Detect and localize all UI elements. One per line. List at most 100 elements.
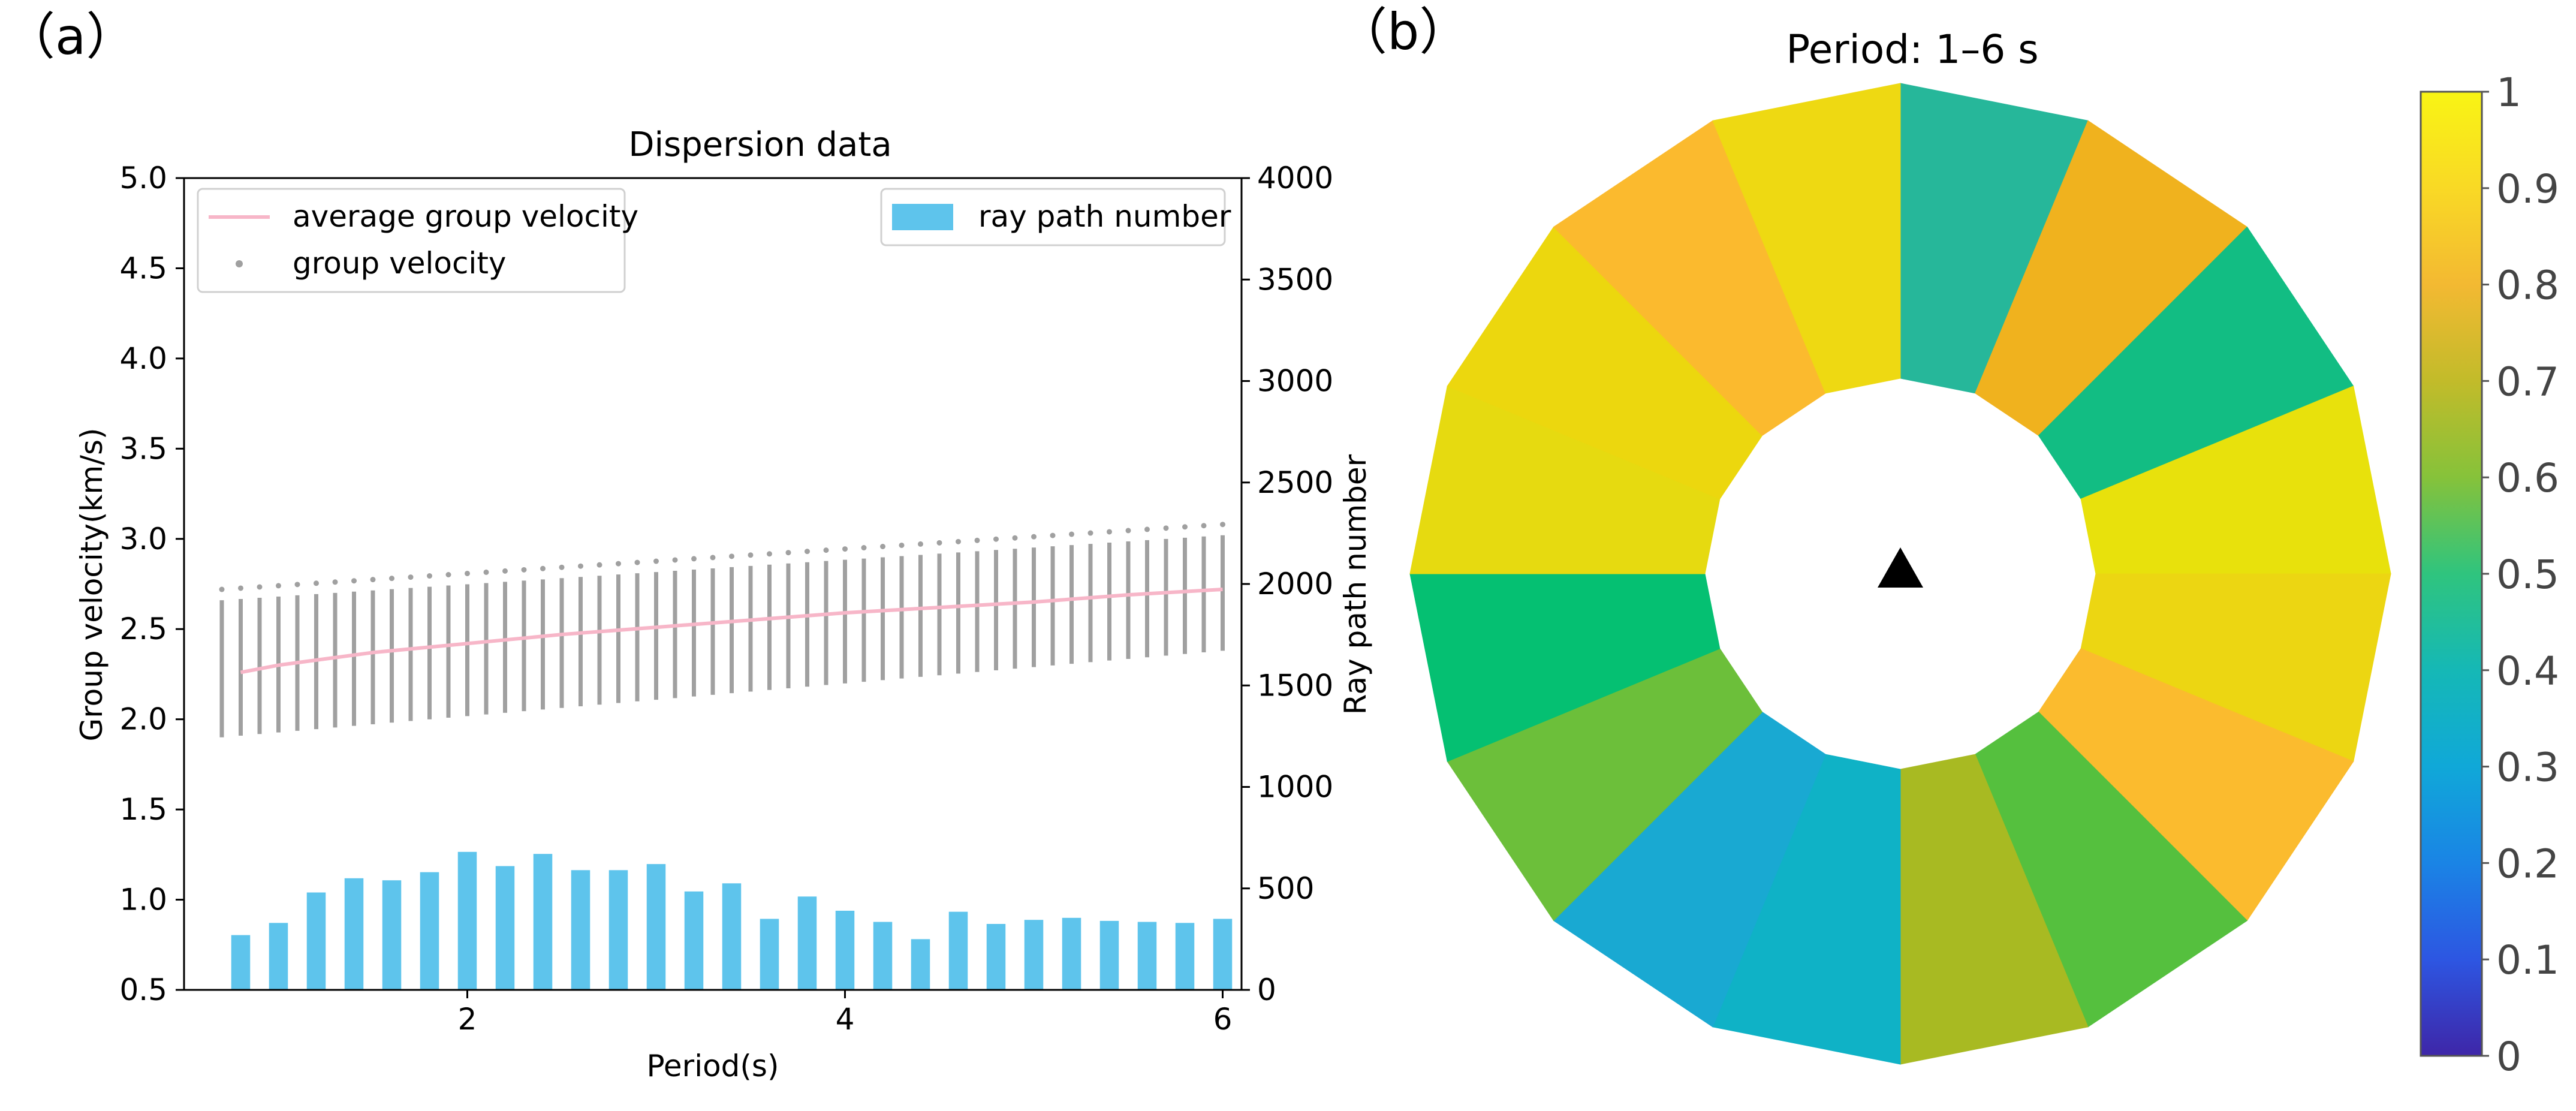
group-velocity-point	[1069, 531, 1074, 537]
legend-bar-swatch	[892, 204, 953, 230]
group-velocity-point	[502, 568, 508, 574]
left-y-tick-label: 1.0	[119, 883, 167, 917]
group-velocity-point	[314, 580, 319, 586]
right-y-tick-label: 3500	[1257, 262, 1333, 297]
ray-path-bar	[382, 880, 402, 990]
left-y-tick-label: 2.5	[119, 612, 167, 646]
chart-title: Dispersion data	[628, 125, 891, 164]
group-velocity-point	[559, 564, 565, 570]
right-y-tick-label: 1000	[1257, 770, 1333, 805]
x-axis-ticks: 2 4 6	[458, 990, 1233, 1037]
triangle-icon	[1878, 547, 1923, 588]
legend-dot-swatch	[236, 260, 243, 267]
group-velocity-point	[936, 540, 942, 546]
ray-path-bar	[1099, 920, 1119, 990]
ray-path-bar	[684, 891, 704, 990]
group-velocity-point	[823, 547, 829, 553]
ray-path-bar	[495, 866, 515, 990]
colorbar-tick-label: 0.9	[2496, 166, 2559, 212]
x-tick-label: 6	[1213, 1002, 1233, 1037]
colorbar	[2420, 91, 2483, 1057]
ray-path-bar	[306, 892, 326, 990]
group-velocity-point	[729, 553, 734, 559]
group-velocity-point	[956, 538, 961, 544]
group-velocity-point	[408, 574, 414, 580]
group-velocity-point	[276, 583, 281, 589]
group-velocity-point	[918, 541, 923, 547]
group-velocity-point	[257, 584, 263, 590]
panel-b-label: （b）	[1337, 2, 1469, 61]
legend-group-velocity-label: group velocity	[293, 246, 507, 281]
group-velocity-point	[1201, 523, 1207, 529]
colorbar-tick-label: 1	[2496, 70, 2521, 116]
group-velocity-point	[616, 561, 621, 567]
group-velocity-point	[540, 565, 546, 571]
colorbar-ticks: 0 0.1 0.2 0.3 0.4 0.5 0.6 0.7 0.8 0.9 1	[2482, 70, 2559, 1080]
colorbar-tick-label: 0.6	[2496, 455, 2559, 501]
group-velocity-point	[445, 572, 451, 578]
ray-path-bar	[760, 919, 779, 990]
legend-left: average group velocity group velocity	[197, 188, 638, 293]
ray-path-bar	[646, 864, 666, 990]
ray-path-bar	[986, 923, 1006, 990]
colorbar-tick-label: 0.2	[2496, 841, 2559, 887]
ray-path-bar	[873, 922, 893, 990]
sector	[1712, 83, 1901, 394]
legend-average-label: average group velocity	[293, 199, 638, 234]
right-y-axis-label: Ray path number	[1338, 454, 1373, 715]
colorbar-tick-label: 0	[2496, 1034, 2521, 1080]
group-velocity-point	[596, 562, 602, 568]
group-velocity-point	[691, 556, 697, 562]
colorbar-tick-label: 0.5	[2496, 552, 2559, 598]
group-velocity-point	[842, 546, 848, 552]
ray-path-bar	[722, 883, 742, 990]
colorbar-tick-label: 0.3	[2496, 745, 2559, 791]
group-velocity-point	[767, 551, 772, 557]
group-velocity-point	[805, 549, 810, 555]
group-velocity-point	[974, 537, 980, 543]
dispersion-chart: Dispersion data 2 4 6 0.5 1.0 1.5 2.0 2.5 3.0 3.…	[74, 125, 1373, 1083]
ray-path-bar	[835, 910, 855, 990]
group-velocity-point	[748, 552, 754, 558]
group-velocity-point	[370, 577, 376, 583]
ray-path-bar	[571, 870, 590, 990]
colorbar-bar	[2420, 91, 2483, 1057]
legend-ray-path-label: ray path number	[978, 199, 1231, 234]
group-velocity-point	[899, 542, 905, 548]
group-velocity-point	[427, 573, 432, 579]
left-y-axis-ticks: 0.5 1.0 1.5 2.0 2.5 3.0 3.5 4.0 4.5 5.0	[119, 161, 184, 1007]
ray-path-bar	[1062, 917, 1081, 990]
colorbar-tick-label: 0.8	[2496, 263, 2559, 309]
group-velocity-point	[238, 585, 243, 591]
group-velocity-point	[483, 569, 489, 575]
right-y-tick-label: 0	[1257, 972, 1276, 1007]
group-velocity-point	[1087, 530, 1093, 536]
group-velocity-point	[1107, 529, 1112, 535]
ray-path-bar	[1024, 920, 1044, 990]
average-group-velocity-line	[240, 588, 1223, 675]
group-velocity-point	[332, 579, 338, 585]
ray-path-bar	[797, 896, 817, 990]
group-velocity-point	[1220, 522, 1225, 528]
ray-path-bar	[1213, 919, 1233, 990]
right-y-tick-label: 1500	[1257, 668, 1333, 703]
group-velocity-point	[351, 578, 357, 584]
left-y-tick-label: 4.5	[119, 251, 167, 285]
ray-path-bar	[269, 923, 288, 990]
sector-ring	[1409, 83, 2391, 1065]
group-velocity-point	[1012, 535, 1018, 541]
group-velocity-point	[1182, 524, 1188, 530]
panel-b-title: Period: 1–6 s	[1786, 26, 2038, 73]
colorbar-tick-label: 0.1	[2496, 937, 2559, 983]
left-y-tick-label: 3.0	[119, 522, 167, 556]
right-y-tick-label: 4000	[1257, 161, 1333, 195]
group-velocity-point	[389, 576, 394, 582]
group-velocity-point	[1163, 525, 1169, 531]
ray-path-bar	[533, 854, 553, 990]
ray-path-bar	[948, 911, 968, 990]
group-velocity-point	[1125, 528, 1131, 534]
ray-path-bar	[1137, 922, 1157, 990]
group-velocity-point	[1144, 526, 1150, 532]
panel-a-label: （a）	[5, 7, 136, 66]
